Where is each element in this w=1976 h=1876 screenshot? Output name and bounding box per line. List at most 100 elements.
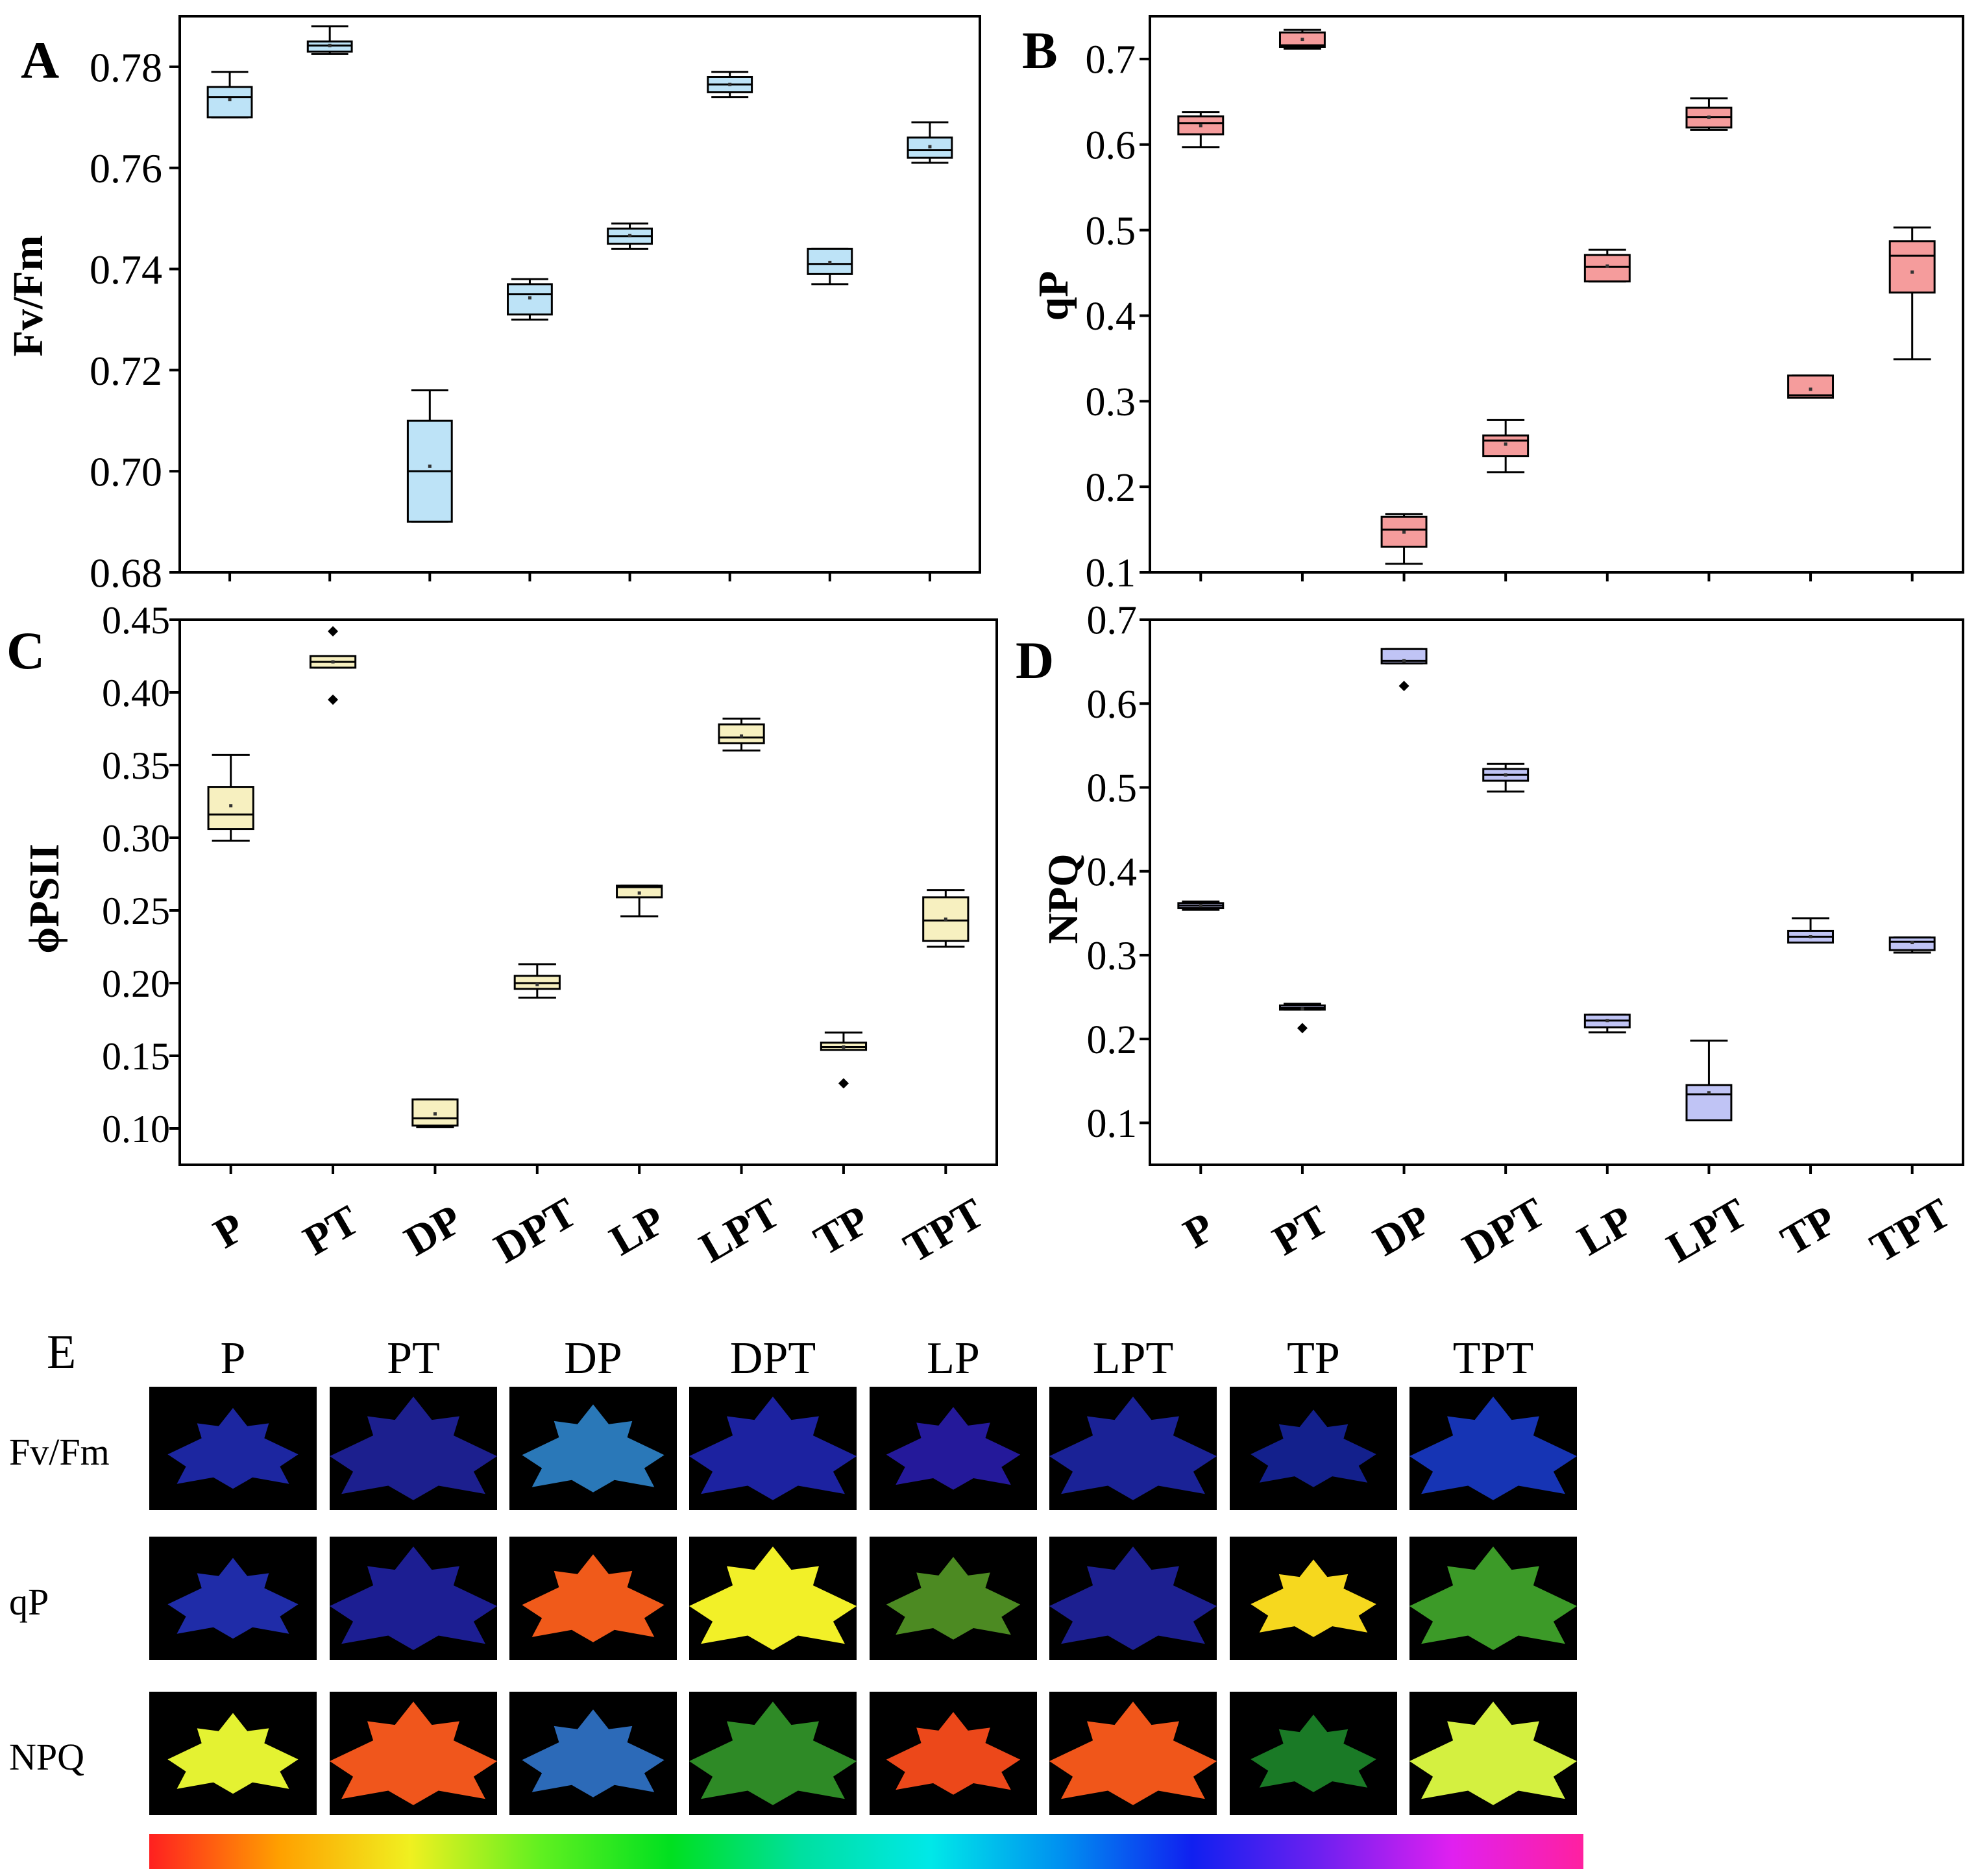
box-lp — [1583, 1014, 1631, 1034]
y-tick-label: 0.68 — [90, 550, 162, 596]
mean-marker — [1707, 116, 1711, 119]
leaf-shape — [1049, 1701, 1217, 1805]
outlier-point — [1297, 1023, 1308, 1034]
box-dpt — [1482, 762, 1530, 793]
box-iqr — [1685, 1084, 1733, 1122]
box-iqr — [207, 786, 254, 831]
box-dp — [406, 389, 453, 523]
mean-marker — [1707, 1091, 1711, 1095]
y-tick-label: 0.6 — [1087, 683, 1138, 727]
mean-marker — [1504, 442, 1507, 446]
mean-marker — [728, 82, 732, 86]
mean-marker — [1199, 124, 1202, 128]
x-tick-label: DP — [396, 1196, 470, 1265]
leaf-image-lpt — [1049, 1692, 1217, 1815]
y-axis-label: NPQ — [1040, 853, 1087, 944]
y-tick-label: 0.76 — [90, 145, 162, 191]
mean-marker — [828, 260, 832, 264]
y-tick-label: 0.72 — [90, 348, 162, 394]
box-lp — [616, 884, 663, 918]
leaf-image-dp — [509, 1387, 677, 1510]
y-tick-label: 0.70 — [90, 449, 162, 495]
y-axis-label: ϕPSII — [21, 844, 68, 954]
leaf-image-lp — [870, 1537, 1037, 1660]
box-iqr — [1787, 374, 1835, 399]
y-tick-label: 0.1 — [1086, 552, 1136, 596]
leaf-image-pt — [330, 1387, 497, 1510]
leaf-image-tpt — [1409, 1537, 1577, 1660]
y-tick-label: 0.3 — [1086, 380, 1136, 424]
x-tick-label: DPT — [487, 1189, 585, 1273]
y-tick-label: 0.25 — [102, 890, 170, 932]
x-tick-label: P — [206, 1204, 252, 1258]
x-tick-label: P — [1176, 1204, 1222, 1258]
x-tick-label: TPT — [1862, 1189, 1958, 1272]
panel-b: 0.1 0.2 0.3 0.4 0.5 0.6 0.7 qP B — [1022, 15, 1964, 596]
box-dpt — [507, 278, 553, 321]
x-tick-label: PT — [1265, 1197, 1336, 1265]
leaf-shape — [330, 1701, 497, 1805]
mean-marker — [1300, 1007, 1304, 1011]
panel-letter: C — [6, 621, 45, 680]
outlier-point — [838, 1078, 849, 1089]
row-label: NPQ — [9, 1736, 84, 1778]
mean-marker — [637, 891, 641, 895]
mean-marker — [428, 464, 432, 468]
y-tick-label: 0.20 — [102, 962, 170, 1005]
leaf-image-dpt — [689, 1387, 857, 1510]
box-iqr — [1888, 240, 1936, 294]
column-header: PT — [387, 1334, 440, 1383]
y-tick-label: 0.2 — [1087, 1018, 1138, 1062]
column-header: DPT — [730, 1334, 816, 1383]
mean-marker — [535, 982, 539, 986]
y-tick-label: 0.35 — [102, 744, 170, 787]
panel-letter: D — [1016, 631, 1054, 690]
y-tick-label: 0.5 — [1086, 209, 1136, 253]
outlier-point — [328, 626, 339, 637]
plot-frame — [178, 618, 998, 1166]
box-iqr — [411, 1098, 459, 1127]
y-tick-label: 0.7 — [1087, 599, 1138, 643]
leaf-shape — [886, 1407, 1021, 1490]
leaf-shape — [1250, 1559, 1376, 1637]
y-tick-label: 0.6 — [1086, 123, 1136, 167]
mean-marker — [842, 1045, 846, 1049]
panel-letter: E — [47, 1326, 76, 1379]
box-p — [207, 753, 254, 842]
mean-marker — [331, 660, 335, 664]
box-pt — [1278, 1003, 1326, 1034]
outlier-point — [328, 694, 339, 705]
leaf-image-lpt — [1049, 1537, 1217, 1660]
x-tick-label: PT — [296, 1197, 367, 1265]
leaf-image-pt — [330, 1537, 497, 1660]
box-tp — [820, 1031, 868, 1089]
y-tick-label: 0.78 — [90, 44, 162, 90]
colorbar — [149, 1834, 1583, 1869]
mean-marker — [1809, 934, 1812, 938]
y-axis-label: qP — [1030, 271, 1077, 321]
y-tick-label: 0.40 — [102, 672, 170, 714]
y-tick-label: 0.74 — [90, 247, 162, 293]
leaf-image-dp — [509, 1537, 677, 1660]
mean-marker — [628, 234, 632, 238]
mean-marker — [1809, 387, 1812, 391]
x-tick-label: DPT — [1455, 1189, 1553, 1273]
leaf-shape — [886, 1712, 1021, 1795]
box-tpt — [907, 121, 953, 164]
leaf-shape — [1049, 1396, 1217, 1500]
box-tpt — [1888, 226, 1936, 361]
box-p — [206, 71, 253, 119]
box-tpt — [922, 889, 970, 948]
mean-marker — [928, 145, 932, 149]
box-iqr — [1380, 648, 1428, 664]
plot-frame — [1149, 15, 1964, 574]
leaf-image-dp — [509, 1692, 677, 1815]
leaf-shape — [522, 1709, 665, 1797]
mean-marker — [528, 296, 531, 300]
column-header: LP — [927, 1334, 980, 1383]
box-lp — [1583, 249, 1631, 283]
column-header: P — [221, 1334, 246, 1383]
box-lpt — [1685, 1040, 1733, 1122]
leaf-shape — [1409, 1546, 1577, 1650]
plot-frame — [178, 15, 981, 574]
